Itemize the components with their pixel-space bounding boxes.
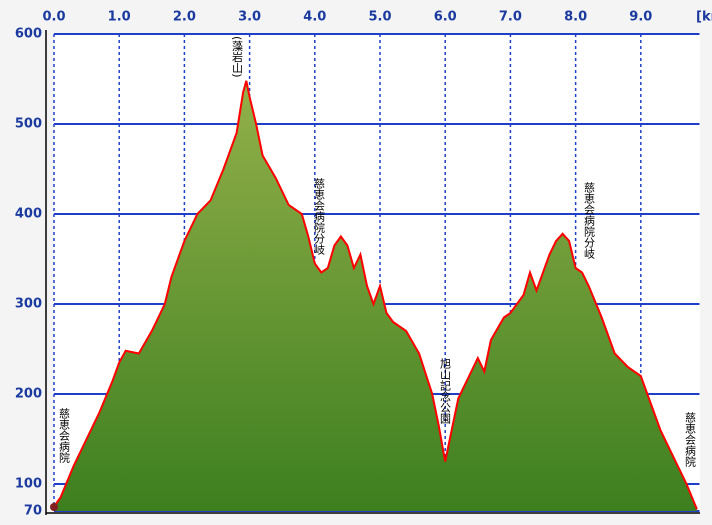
x-tick-label: 1.0: [108, 10, 131, 25]
annotation: 慈恵会病院分岐: [583, 181, 596, 260]
annotation: 慈恵会病院分岐: [313, 177, 326, 256]
x-tick-label: 2.0: [173, 10, 196, 25]
x-tick-label: 4.0: [303, 10, 326, 25]
x-tick-label: 6.0: [434, 10, 457, 25]
x-tick-label: 0.0: [42, 10, 65, 25]
y-tick-label: 200: [15, 387, 42, 402]
annotation: (藻岩山): [231, 36, 244, 78]
x-tick-label: 7.0: [499, 10, 522, 25]
x-tick-label: 9.0: [629, 10, 652, 25]
y-tick-label: 100: [15, 477, 42, 492]
x-tick-label: 8.0: [564, 10, 587, 25]
annotation: 慈恵会病院: [58, 407, 71, 463]
x-tick-label: 3.0: [238, 10, 261, 25]
y-tick-label: 600: [15, 27, 42, 42]
x-axis-label: [km]: [696, 10, 712, 25]
line: [53, 80, 698, 510]
y-tick-label: 300: [15, 297, 42, 312]
area: [54, 80, 697, 512]
y-tick-label: 500: [15, 117, 42, 132]
start-marker: [50, 503, 58, 511]
y-tick-label: 400: [15, 207, 42, 222]
x-tick-label: 5.0: [368, 10, 391, 25]
annotation: 旭山記念公園: [439, 357, 452, 425]
y-tick-label: 70: [24, 504, 42, 519]
annotation: 慈恵会病院: [684, 411, 697, 467]
